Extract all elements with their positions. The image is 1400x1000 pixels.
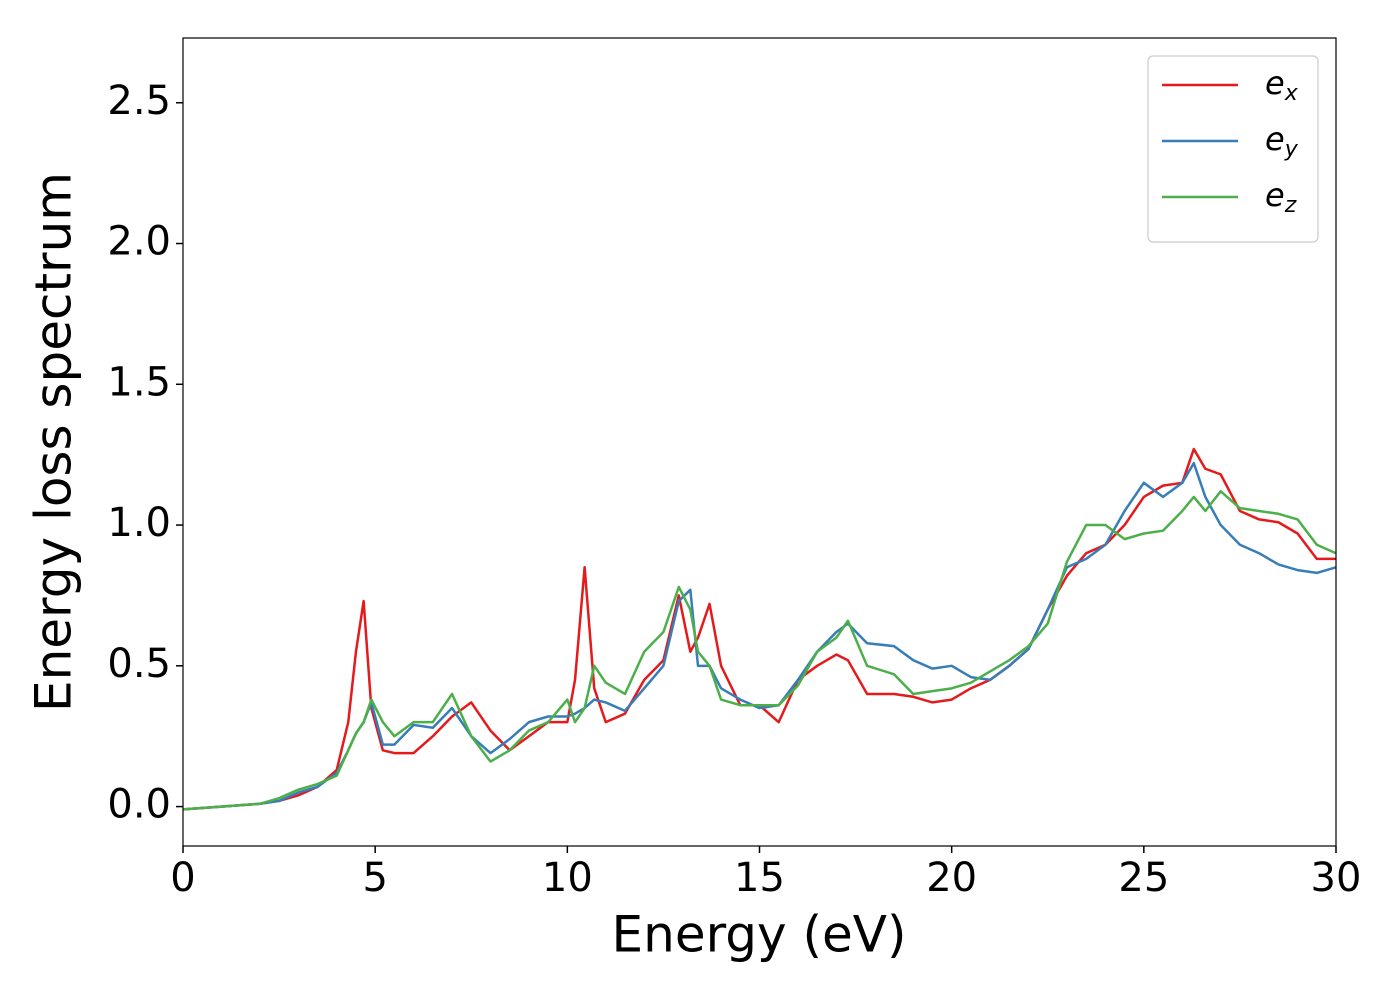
y-tick-label: 1.5: [107, 359, 171, 405]
plot-frame: [182, 37, 1337, 847]
legend-box: [1147, 55, 1319, 243]
legend-label: ey: [1265, 120, 1299, 162]
x-tick-label: 15: [734, 855, 785, 901]
x-tick-label: 0: [170, 855, 195, 901]
y-tick-label: 0.5: [107, 641, 171, 687]
x-axis-label: Energy (eV): [612, 906, 907, 964]
y-tick-label: 2.5: [107, 78, 171, 124]
y-axis-label: Energy loss spectrum: [25, 172, 83, 712]
y-tick-label: 1.0: [107, 500, 171, 546]
x-tick-label: 5: [362, 855, 387, 901]
y-tick-label: 2.0: [107, 219, 171, 265]
x-tick-label: 20: [926, 855, 977, 901]
x-tick-label: 30: [1311, 855, 1362, 901]
data-line: [182, 461, 1337, 811]
legend-label: ez: [1265, 176, 1297, 218]
data-line: [182, 490, 1337, 811]
x-tick-label: 25: [1118, 855, 1169, 901]
legend-label: ex: [1265, 64, 1299, 106]
x-tick-label: 10: [542, 855, 593, 901]
data-line: [182, 447, 1336, 811]
y-tick-label: 0.0: [107, 782, 171, 828]
